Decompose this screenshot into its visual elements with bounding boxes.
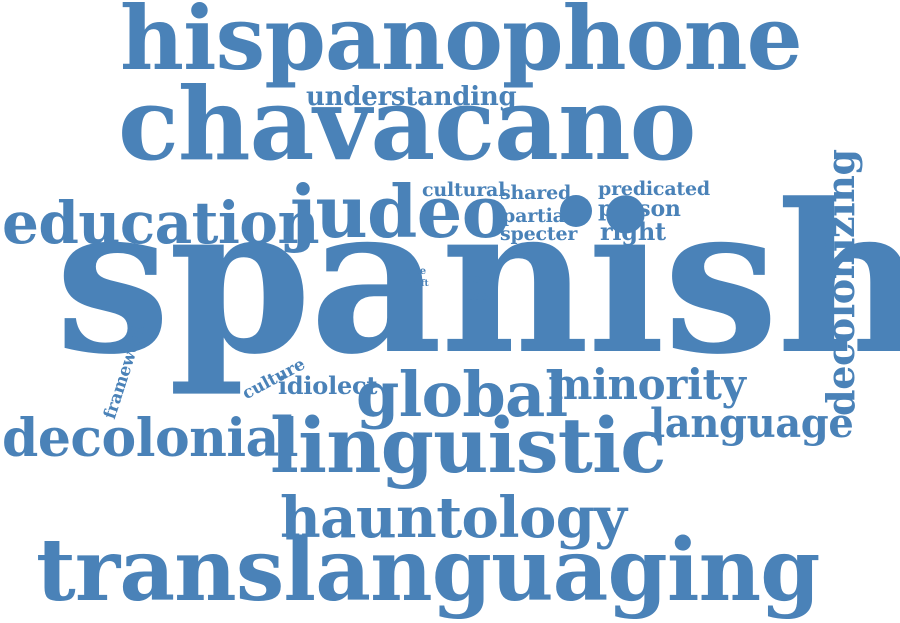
word-right: right (600, 217, 666, 246)
word-linguistic: linguistic (270, 401, 666, 490)
word-specter: specter (500, 223, 578, 245)
word-person: person (598, 196, 681, 222)
word-idiolect: idiolect (278, 371, 378, 400)
dot-glyph (560, 195, 592, 227)
word-hispanophone: hispanophone (120, 0, 803, 90)
word-spanish: spanish (55, 160, 900, 400)
word-global: global (356, 358, 568, 431)
word-partial: partial (502, 205, 572, 227)
word-language: language (650, 400, 854, 447)
word-hauntology: hauntology (280, 485, 627, 551)
word-judeo: judeo (290, 169, 510, 254)
word-shared: shared (500, 182, 572, 204)
word-minority: minority (548, 360, 746, 409)
word-self: self (465, 272, 491, 287)
word-site: site (406, 266, 427, 277)
word-predicated: predicated (598, 178, 711, 200)
word-decolonizing: decolonizing (818, 149, 863, 416)
word-decolonial: decolonial (2, 408, 299, 469)
word-understanding: understanding (306, 82, 517, 112)
word-cultural: cultural (422, 179, 506, 201)
word-translanguaging: translanguaging (36, 520, 820, 621)
word-shift: shift (406, 279, 429, 289)
word-education: education (2, 189, 320, 257)
word-case: case (465, 289, 497, 304)
word-chavacano: chavacano (118, 65, 696, 183)
